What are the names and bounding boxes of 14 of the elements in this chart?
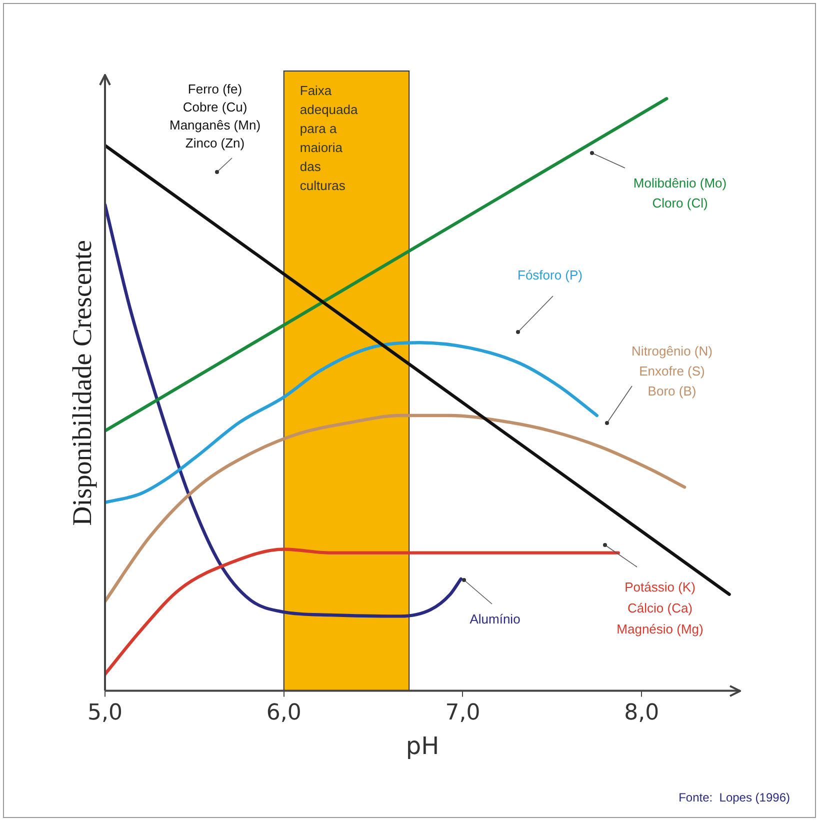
y-axis-title: Disponibilidade Crescente xyxy=(67,240,98,526)
x-tick-label: 8,0 xyxy=(624,700,660,726)
text: Alumínio xyxy=(470,612,520,627)
text: Molibdênio (Mo) Cloro (Cl) xyxy=(633,176,727,211)
text: Fósforo (P) xyxy=(517,268,583,283)
band-label: Faixa adequada para a maioria das culturas xyxy=(300,83,358,194)
text: Nitrogênio (N) Enxofre (S) Boro (B) xyxy=(632,344,712,399)
source-note: Fonte: Lopes (1996) xyxy=(678,790,790,804)
x-tick-label: 7,0 xyxy=(445,700,480,726)
x-axis-title: pH xyxy=(406,732,440,760)
text: Potássio (K) Cálcio (Ca) Magnésio (Mg) xyxy=(616,580,704,637)
x-tick-label: 5,0 xyxy=(88,700,122,726)
text: Ferro (fe) Cobre (Cu) Manganês (Mn) Zinco (Zn) xyxy=(169,82,261,151)
x-tick-label: 6,0 xyxy=(266,700,302,726)
